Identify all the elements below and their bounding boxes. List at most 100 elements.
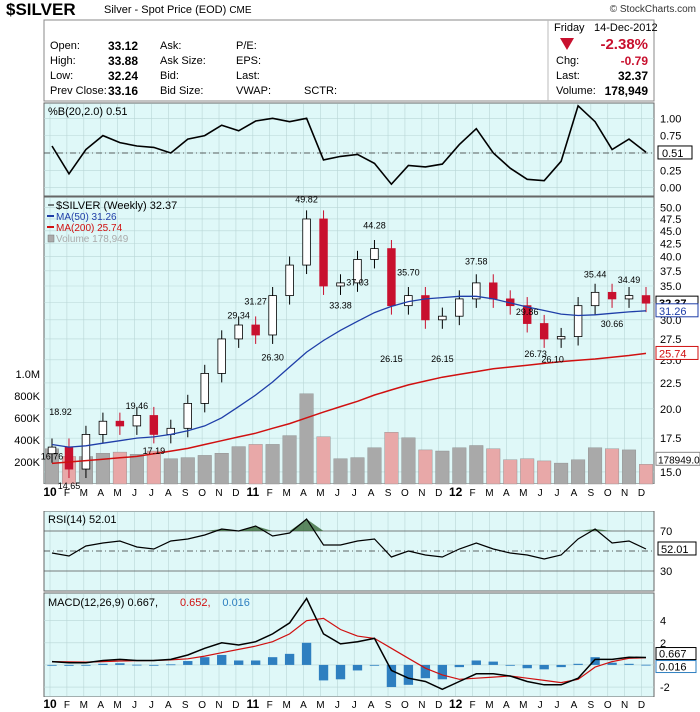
price-tick-label: 22.5 [660, 378, 681, 390]
macd-histogram-bar [403, 664, 414, 685]
volume-bar [231, 446, 246, 485]
bid-label: Bid: [160, 70, 179, 82]
x-axis-label: N [215, 700, 222, 711]
x-axis-label: J [352, 488, 357, 499]
x-axis-label: D [638, 488, 645, 499]
volume-bar [367, 447, 382, 485]
price-annotation: 26.30 [261, 353, 284, 363]
x-axis-strip [0, 484, 700, 511]
price-legend-entry: MA(200) 25.74 [56, 223, 123, 234]
volume-bar [554, 462, 569, 485]
x-axis-label: 11 [246, 697, 259, 711]
x-axis-label: F [64, 700, 70, 711]
x-axis-label: M [282, 700, 290, 711]
price-candle [641, 295, 651, 304]
price-annotation: 26.73 [524, 349, 547, 359]
price-candle [387, 248, 396, 307]
x-axis-label: A [300, 700, 307, 711]
x-axis-label: J [335, 700, 340, 711]
price-candle [251, 324, 260, 336]
price-tick-label: 27.5 [660, 334, 681, 346]
price-annotation: 31.27 [244, 297, 267, 307]
macd-histogram-bar [64, 664, 74, 666]
rsi-line [51, 518, 647, 560]
last-value: 32.37 [617, 69, 648, 83]
price-candle [539, 323, 549, 340]
x-axis-label: S [385, 488, 392, 499]
x-axis-label: 10 [43, 697, 57, 711]
macd-histogram-bar [386, 664, 397, 688]
price-annotation: 37.58 [465, 256, 488, 266]
volume-bar [605, 448, 620, 485]
x-axis-label: D [435, 700, 442, 711]
macd-histogram-bar [267, 657, 278, 665]
price-candle [115, 420, 125, 427]
volume-bar [163, 458, 178, 485]
price-candle [438, 315, 447, 321]
x-axis-label: M [485, 700, 493, 711]
volume-tick-label: 400K [14, 435, 40, 447]
price-tick-label: 20.0 [660, 404, 681, 416]
ma200-current-box [655, 345, 699, 360]
x-axis-label: A [503, 488, 510, 499]
x-axis-label: O [198, 488, 206, 499]
x-axis-label: A [165, 488, 172, 499]
x-axis-label: M [316, 488, 324, 499]
price-candle [336, 282, 345, 287]
rsi-tick-label: 30 [660, 566, 672, 578]
volume-bar [435, 450, 450, 485]
stockcharts-credit[interactable]: © StockCharts.com [609, 4, 696, 15]
volume-bar [316, 436, 331, 485]
x-axis-label: N [621, 488, 628, 499]
macd-current-label: 0.667 [659, 649, 687, 661]
volume-bar [571, 459, 586, 485]
chart-header: $SILVER Silver - Spot Price (EOD) CME © … [0, 0, 700, 19]
volume-bar [333, 458, 348, 485]
volume-label: Volume: [556, 85, 596, 97]
x-axis-label: S [385, 700, 392, 711]
macd-histogram-bar [437, 664, 448, 680]
x-axis-label: A [571, 700, 578, 711]
price-annotation: 35.70 [397, 268, 420, 278]
volume-bar [299, 393, 314, 485]
price-candle [624, 295, 634, 300]
price-annotation: 37.03 [346, 278, 369, 288]
price-annotation: 26.15 [380, 354, 403, 364]
macd-tick-label: 2 [660, 638, 666, 650]
macd-histogram-bar [488, 661, 498, 665]
volume-bar [214, 453, 229, 485]
quote-box [43, 19, 655, 102]
x-axis-label: J [352, 700, 357, 711]
x-axis-label: S [588, 700, 595, 711]
volume-current-box [655, 451, 700, 466]
x-axis-label: F [469, 700, 475, 711]
volume-bar [384, 432, 399, 485]
price-candle [455, 298, 464, 317]
macd-line [51, 597, 647, 691]
macd-histogram-bar [149, 664, 159, 666]
volume-bar [248, 444, 263, 485]
macd-histogram-bar [217, 654, 227, 665]
x-axis-label: F [267, 488, 273, 499]
x-axis-label: J [132, 700, 137, 711]
prev-close-value: 33.16 [108, 84, 139, 98]
price-candle [556, 336, 566, 340]
price-candle [200, 373, 209, 404]
macd-histogram-bar [369, 664, 380, 666]
price-tick-label: 15.0 [660, 467, 681, 479]
prev-close-label: Prev Close: [50, 85, 107, 97]
x-axis-label: O [604, 488, 612, 499]
ma200-current-label: 25.74 [659, 348, 687, 360]
macd-histogram-bar [556, 664, 566, 668]
chg-value: -0.79 [620, 54, 648, 68]
chg-label: Chg: [556, 55, 580, 67]
price-tick-label: 47.5 [660, 214, 681, 226]
macd-histogram-bar [284, 653, 295, 665]
x-axis-label: J [149, 488, 154, 499]
price-candle [217, 338, 226, 374]
price-candle [234, 324, 243, 340]
volume-bar [112, 451, 127, 485]
x-axis-strip-bottom [0, 697, 700, 712]
x-axis-label: M [80, 700, 88, 711]
